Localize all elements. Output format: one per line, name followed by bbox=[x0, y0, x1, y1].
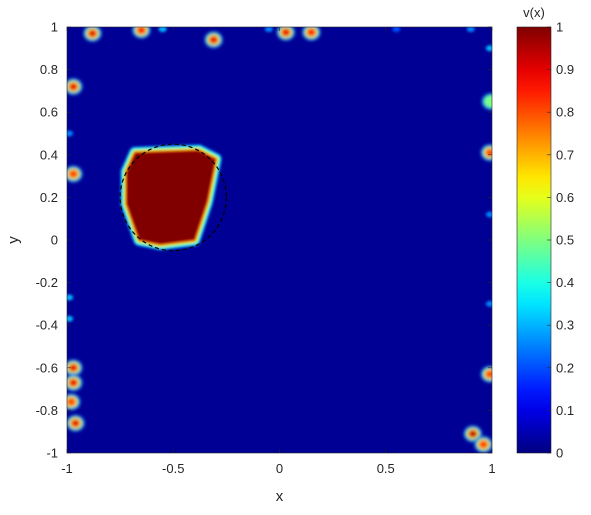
y-tick-labels: -1 -0.8 -0.6 -0.4 -0.2 0 0.2 0.4 0.6 0.8 1 bbox=[36, 20, 58, 461]
faint-spot bbox=[485, 45, 492, 52]
edge-spot bbox=[67, 165, 83, 183]
colorbar-tick-label: 0.4 bbox=[556, 275, 574, 290]
faint-spot bbox=[67, 294, 74, 301]
reference-boundary bbox=[119, 143, 227, 252]
colorbar-tick-label: 0.1 bbox=[556, 403, 574, 418]
colorbar-tick-label: 0.8 bbox=[556, 105, 574, 120]
x-axis-label: x bbox=[276, 488, 284, 505]
x-tick-label: 0.5 bbox=[377, 461, 395, 476]
faint-spot bbox=[67, 130, 74, 137]
faint-spot bbox=[67, 315, 74, 322]
y-tick-label: 0.6 bbox=[40, 105, 58, 120]
y-tick-label: 0.2 bbox=[40, 190, 58, 205]
edge-spot bbox=[276, 27, 295, 41]
colorbar-tick-label: 0 bbox=[556, 446, 563, 461]
edge-spot bbox=[480, 366, 492, 383]
y-tick-label: 0.8 bbox=[40, 62, 58, 77]
edge-spot bbox=[481, 93, 492, 110]
plot-area bbox=[66, 26, 493, 454]
faint-spot bbox=[392, 27, 401, 33]
x-tick-labels: -1 -0.5 0 0.5 1 bbox=[61, 461, 495, 476]
edge-spot bbox=[67, 78, 83, 95]
colorbar-tick-label: 0.6 bbox=[556, 190, 574, 205]
y-tick-label: -1 bbox=[46, 446, 58, 461]
edge-spot bbox=[67, 374, 83, 391]
y-axis-label: y bbox=[5, 236, 22, 244]
faint-spot bbox=[466, 27, 475, 33]
edge-spot bbox=[67, 415, 85, 432]
colorbar-ticks bbox=[547, 26, 551, 454]
edge-spot bbox=[67, 359, 83, 376]
colorbar-tick-label: 0.3 bbox=[556, 318, 574, 333]
main-region bbox=[120, 144, 222, 251]
y-tick-label: 1 bbox=[51, 20, 58, 35]
y-tick-label: 0 bbox=[51, 233, 58, 248]
colorbar-tick-label: 0.2 bbox=[556, 360, 574, 375]
y-tick-label: -0.6 bbox=[36, 360, 58, 375]
x-tick-label: -1 bbox=[61, 461, 73, 476]
edge-spot bbox=[132, 27, 151, 39]
colorbar-gradient bbox=[516, 26, 552, 454]
edge-spot bbox=[302, 27, 321, 41]
y-tick-label: -0.8 bbox=[36, 403, 58, 418]
x-tick-label: -0.5 bbox=[162, 461, 184, 476]
colorbar: 0 0.1 0.2 0.3 0.4 0.5 0.6 0.7 0.8 0.9 1 v(x) bbox=[516, 5, 574, 461]
colorbar-tick-label: 0.9 bbox=[556, 62, 574, 77]
edge-spot bbox=[463, 425, 482, 442]
colorbar-tick-label: 1 bbox=[556, 20, 563, 35]
faint-spot bbox=[485, 211, 492, 218]
faint-spot bbox=[264, 27, 273, 33]
edge-spot bbox=[83, 27, 102, 42]
edge-spot bbox=[67, 393, 81, 410]
faint-spot bbox=[485, 300, 492, 307]
edge-spot bbox=[474, 436, 492, 453]
y-tick-label: 0.4 bbox=[40, 147, 58, 162]
edge-spot bbox=[204, 31, 223, 48]
colorbar-tick-label: 0.7 bbox=[556, 147, 574, 162]
plot-background bbox=[67, 27, 492, 453]
colorbar-tick-labels: 0 0.1 0.2 0.3 0.4 0.5 0.6 0.7 0.8 0.9 1 bbox=[556, 20, 574, 461]
y-tick-label: -0.4 bbox=[36, 318, 58, 333]
colorbar-label: v(x) bbox=[523, 5, 545, 20]
x-tick-label: 0 bbox=[276, 461, 283, 476]
edge-spot bbox=[480, 144, 492, 161]
colorbar-tick-label: 0.5 bbox=[556, 233, 574, 248]
field-layer bbox=[67, 27, 492, 453]
x-tick-label: 1 bbox=[488, 461, 495, 476]
faint-spot bbox=[158, 27, 167, 33]
y-tick-label: -0.2 bbox=[36, 275, 58, 290]
axis-ticks bbox=[66, 26, 493, 454]
